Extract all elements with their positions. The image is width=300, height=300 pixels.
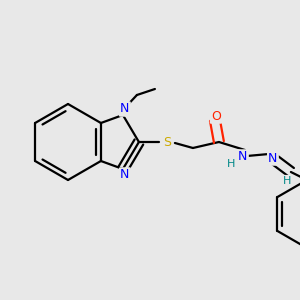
Text: H: H	[227, 159, 235, 169]
Text: H: H	[283, 176, 291, 186]
Text: N: N	[268, 152, 278, 164]
Text: O: O	[211, 110, 221, 122]
Text: S: S	[163, 136, 171, 148]
Text: N: N	[120, 169, 130, 182]
Text: N: N	[120, 103, 130, 116]
Text: N: N	[238, 151, 248, 164]
